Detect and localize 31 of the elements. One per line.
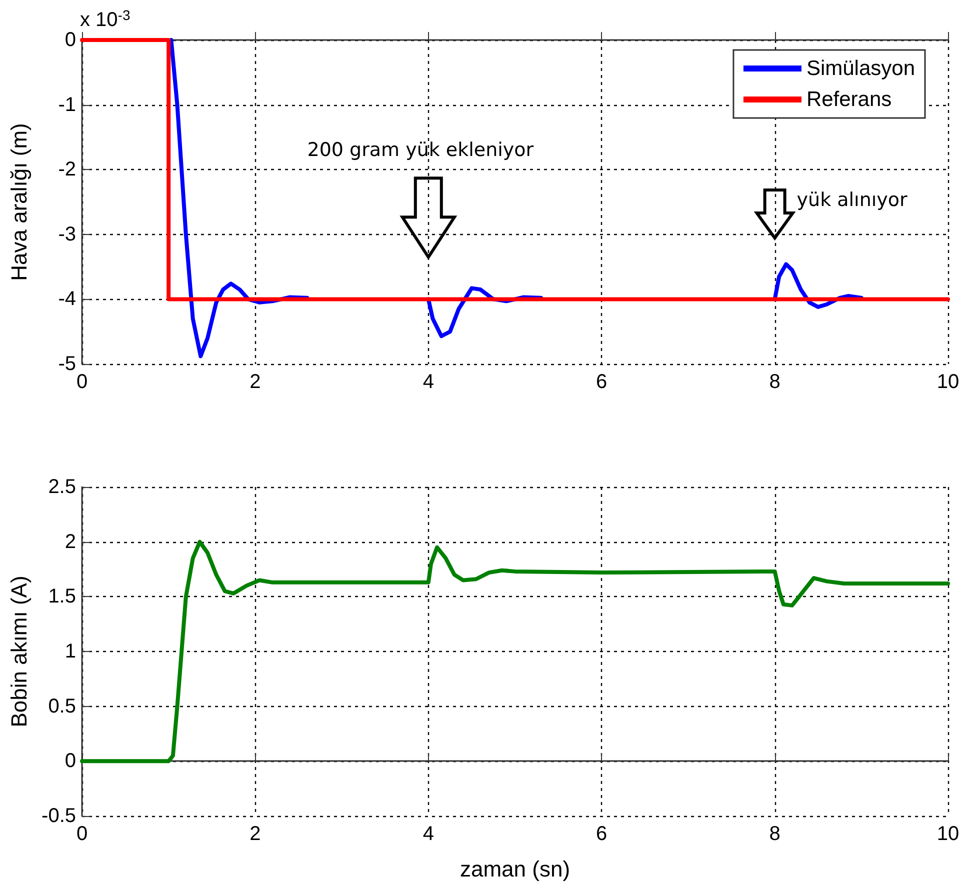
x-tick-label: 4	[422, 371, 434, 393]
y-tick-label: 1	[64, 640, 76, 662]
legend-label: Referans	[806, 88, 892, 111]
line-series	[80, 540, 950, 764]
y-tick-label: 1.5	[48, 586, 76, 608]
y-tick-label: 2	[64, 530, 76, 553]
y-tick-label: -2	[58, 158, 76, 181]
y-axis-title: Hava aralığı (m)	[6, 123, 32, 281]
x-tick-label: 8	[769, 371, 780, 393]
y-tick-label: 2.5	[48, 476, 76, 498]
legend-label: Simülasyon	[806, 57, 916, 80]
x-tick-label: 10	[936, 371, 960, 393]
y-tick-label: -3	[58, 223, 76, 246]
y-tick-label: -1	[58, 94, 76, 116]
x-axis-title: zaman (sn)	[460, 856, 570, 882]
annotation: yük alınıyor	[796, 189, 908, 212]
annotation: 200 gram yük ekleniyor	[307, 139, 534, 162]
y-tick-label: 0	[64, 29, 76, 51]
x-tick-label: 2	[250, 371, 261, 393]
y-axis-title: Bobin akımı (A)	[6, 576, 32, 728]
y-tick-label: -5	[58, 353, 76, 375]
y-tick-label: -0.5	[42, 805, 76, 827]
y-tick-label: -4	[58, 288, 76, 310]
y-tick-label: 0.5	[48, 695, 76, 718]
x-tick-label: 6	[596, 371, 608, 393]
x-tick-label: 6	[596, 823, 608, 845]
x-tick-label: 8	[769, 823, 780, 845]
x-tick-label: 4	[422, 823, 434, 845]
x-tick-label: 2	[250, 823, 261, 845]
y-tick-label: 0	[64, 750, 76, 772]
x-tick-label: 10	[936, 823, 960, 845]
